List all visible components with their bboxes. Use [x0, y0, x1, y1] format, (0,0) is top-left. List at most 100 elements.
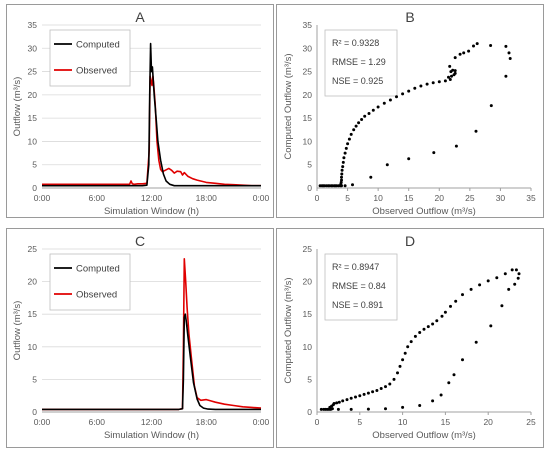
- chart-d-xtick-label: 20: [483, 417, 493, 427]
- chart-d-point: [354, 395, 357, 399]
- chart-d-ytick-label: 10: [303, 342, 313, 352]
- chart-d-point: [454, 299, 458, 303]
- chart-d-point: [486, 279, 490, 283]
- chart-b-point: [489, 104, 493, 108]
- chart-a-title: A: [135, 9, 145, 25]
- chart-b-point: [451, 68, 455, 72]
- chart-d-point: [337, 400, 341, 404]
- chart-d-point: [398, 364, 402, 368]
- chart-d-xtick-label: 5: [357, 417, 362, 427]
- chart-c-xtick-label: 0:00: [34, 417, 51, 427]
- chart-d-point: [474, 340, 478, 344]
- chart-d-point: [514, 268, 518, 272]
- chart-d-point: [401, 358, 405, 362]
- chart-b-point: [376, 105, 380, 109]
- chart-b-point: [504, 74, 508, 78]
- chart-b-xtick-label: 10: [373, 193, 383, 203]
- chart-b-point: [425, 82, 429, 86]
- chart-d-point: [495, 276, 499, 280]
- chart-b-stats-box: [324, 29, 398, 97]
- chart-c-legend: [49, 253, 131, 311]
- chart-d-point: [384, 385, 387, 389]
- chart-b-point: [448, 64, 452, 68]
- chart-b-point: [431, 81, 435, 85]
- chart-d-point: [431, 399, 435, 403]
- chart-d-point: [349, 396, 353, 400]
- chart-c-svg: C 0 5 10 15 20 25 0:00 6:00 12:00 18:00 0:00 Simulat…: [12, 233, 270, 441]
- chart-d-point: [319, 407, 323, 411]
- chart-c-ytick-label: 25: [28, 244, 38, 254]
- chart-d-stat-2: NSE = 0.891: [332, 300, 383, 310]
- chart-b-point: [454, 144, 458, 148]
- chart-b-ytick-label: 35: [303, 20, 313, 30]
- chart-b-point: [344, 146, 348, 150]
- chart-a-xtick-label: 6:00: [88, 193, 105, 203]
- chart-b-ylabel: Computed Outflow (m³/s): [283, 53, 294, 159]
- chart-b-point: [462, 51, 466, 55]
- chart-a-ytick-label: 25: [28, 67, 38, 77]
- chart-b-point: [489, 44, 493, 47]
- chart-c-series-computed-line: [42, 313, 261, 411]
- chart-d-point: [447, 381, 451, 385]
- chart-d-point: [362, 392, 366, 396]
- chart-b-point: [382, 101, 386, 105]
- chart-b-xtick-label: 25: [465, 193, 475, 203]
- chart-b-xtick-label: 5: [345, 193, 350, 203]
- chart-d-ytick-label: 5: [307, 374, 312, 384]
- chart-d-point: [409, 340, 413, 344]
- chart-c-ytick-label: 20: [28, 277, 38, 287]
- chart-b-point: [472, 44, 475, 48]
- chart-a-series-observed-line: [42, 75, 261, 187]
- chart-b-point: [352, 128, 356, 132]
- chart-b-ytick-label: 25: [303, 67, 313, 77]
- chart-a-xtick-label: 18:00: [196, 193, 218, 203]
- chart-d-point: [379, 387, 383, 390]
- chart-b-xtick-label: 15: [404, 193, 414, 203]
- chart-b-point: [407, 89, 411, 93]
- chart-b-point: [347, 137, 351, 141]
- chart-b-point: [371, 108, 375, 112]
- chart-b-xtick-label: 35: [526, 193, 536, 203]
- chart-d-xtick-label: 15: [441, 417, 451, 427]
- chart-a-ytick-label: 30: [28, 43, 38, 53]
- chart-b-point: [467, 49, 471, 53]
- chart-b-point: [385, 163, 389, 167]
- chart-a-legend: [49, 29, 131, 87]
- chart-b-point: [453, 69, 457, 73]
- chart-d-point: [489, 324, 493, 328]
- chart-d-point: [332, 402, 336, 405]
- chart-d-point: [478, 283, 482, 287]
- chart-a-xtick-label: 12:00: [141, 193, 163, 203]
- chart-d-point: [516, 276, 520, 280]
- chart-b-point: [343, 184, 347, 188]
- chart-d-point: [366, 391, 370, 395]
- chart-d-svg: D 0 5 10 15 20 25 0 5 10 15 20 25 Observed Outflow (m…: [283, 233, 536, 441]
- chart-b-ytick-label: 15: [303, 113, 313, 123]
- chart-b-point: [342, 156, 346, 160]
- chart-a-ytick-label: 10: [28, 136, 38, 146]
- chart-b-point: [401, 92, 405, 96]
- chart-d-point: [349, 407, 353, 411]
- chart-b-point: [340, 178, 343, 182]
- chart-d-point: [435, 319, 439, 323]
- chart-a-legend-label-computed: Computed: [76, 40, 120, 51]
- chart-a-ytick-label: 0: [32, 183, 37, 193]
- chart-b-point: [504, 44, 508, 48]
- chart-d-point: [388, 382, 392, 386]
- chart-d-point: [418, 404, 422, 407]
- chart-b-title: B: [405, 9, 414, 25]
- panel-a: A 0 5 10 15 20 25 30 35 0:00 6:00 12:00 18:00 0:00 Sim…: [6, 4, 274, 218]
- chart-b-point: [340, 175, 343, 179]
- chart-b-point: [341, 165, 345, 169]
- chart-b-point: [360, 118, 364, 121]
- chart-c-ytick-label: 10: [28, 342, 38, 352]
- chart-d-point: [413, 334, 417, 338]
- chart-d-point: [366, 407, 370, 411]
- chart-c-xtick-label: 12:00: [141, 417, 163, 427]
- chart-d-point: [403, 351, 407, 355]
- chart-d-ytick-label: 25: [303, 244, 313, 254]
- chart-d-point: [426, 325, 430, 329]
- chart-d-point: [371, 390, 375, 394]
- chart-b-point: [474, 129, 478, 133]
- chart-b-point: [363, 114, 367, 118]
